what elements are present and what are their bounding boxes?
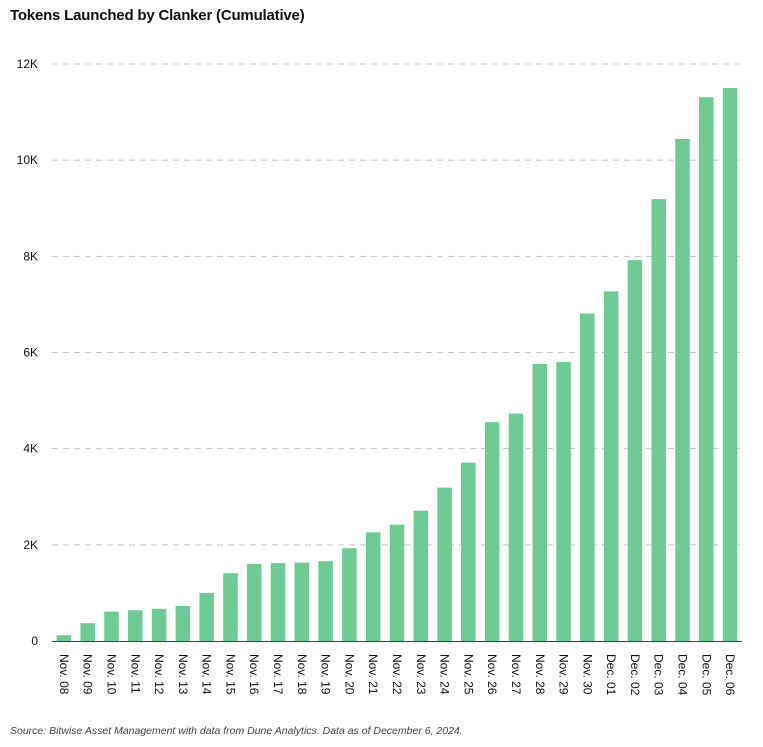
bar xyxy=(556,362,571,641)
y-tick-label: 12K xyxy=(17,57,38,71)
x-tick-label: Nov. 16 xyxy=(247,654,261,695)
x-tick-label: Nov. 08 xyxy=(57,654,71,695)
chart-title: Tokens Launched by Clanker (Cumulative) xyxy=(10,7,305,24)
source-note: Source: Bitwise Asset Management with da… xyxy=(10,725,463,737)
x-tick-label: Nov. 14 xyxy=(200,654,214,695)
x-tick-label: Nov. 11 xyxy=(128,654,142,694)
bar xyxy=(508,413,524,641)
x-tick-label: Nov. 26 xyxy=(485,654,499,695)
x-tick-label: Nov. 17 xyxy=(271,654,285,695)
bar xyxy=(318,561,333,641)
bar xyxy=(128,610,143,641)
y-tick-label: 2K xyxy=(23,538,38,552)
bar xyxy=(627,260,643,641)
x-tick-label: Nov. 12 xyxy=(152,654,166,695)
x-tick-label: Nov. 21 xyxy=(366,654,380,695)
bar xyxy=(342,548,357,641)
x-tick-label: Nov. 27 xyxy=(509,654,523,695)
bar xyxy=(199,592,214,641)
x-tick-label: Dec. 04 xyxy=(676,654,690,696)
x-tick-label: Nov. 22 xyxy=(390,654,404,695)
x-tick-label: Dec. 01 xyxy=(604,654,618,696)
y-tick-label: 4K xyxy=(23,442,38,456)
bar xyxy=(56,635,72,641)
x-tick-label: Nov. 18 xyxy=(295,654,309,695)
bar xyxy=(175,605,191,641)
bar xyxy=(80,623,95,641)
bar xyxy=(603,291,619,641)
x-tick-label: Dec. 06 xyxy=(723,654,737,696)
bar xyxy=(104,611,119,641)
bar xyxy=(151,608,167,641)
x-tick-label: Dec. 02 xyxy=(628,654,642,696)
x-tick-label: Nov. 28 xyxy=(533,654,547,695)
bar xyxy=(461,462,476,641)
x-tick-label: Dec. 05 xyxy=(699,654,713,696)
y-tick-label: 0 xyxy=(31,634,38,648)
bar xyxy=(675,139,690,641)
x-tick-label: Nov. 25 xyxy=(461,654,475,695)
x-tick-label: Nov. 15 xyxy=(223,654,237,695)
x-tick-label: Nov. 19 xyxy=(319,654,333,695)
bar xyxy=(246,564,262,641)
y-axis-labels: 0 2K 4K 6K 8K 10K 12K xyxy=(17,57,39,648)
x-tick-label: Nov. 09 xyxy=(81,654,95,695)
bar xyxy=(580,313,595,641)
bar xyxy=(437,487,452,641)
bar xyxy=(651,199,666,641)
bar xyxy=(699,97,714,642)
x-tick-label: Dec. 03 xyxy=(652,654,666,696)
x-axis-labels: Nov. 08 Nov. 09 Nov. 10 Nov. 11 Nov. 12 Nov. … xyxy=(57,654,737,696)
bar xyxy=(413,510,429,641)
bar xyxy=(389,524,405,641)
bar xyxy=(223,573,238,641)
bar xyxy=(532,364,548,641)
bar xyxy=(484,422,500,641)
x-tick-label: Nov. 23 xyxy=(414,654,428,695)
x-tick-label: Nov. 30 xyxy=(580,654,594,695)
y-tick-label: 10K xyxy=(17,153,38,167)
x-tick-label: Nov. 24 xyxy=(438,654,452,695)
bar xyxy=(294,562,310,641)
bars xyxy=(56,88,738,642)
y-tick-label: 8K xyxy=(23,249,38,263)
bar xyxy=(722,88,738,641)
bar xyxy=(270,563,286,641)
x-tick-label: Nov. 29 xyxy=(557,654,571,695)
x-tick-label: Nov. 10 xyxy=(104,654,118,695)
y-tick-label: 6K xyxy=(23,346,38,360)
x-tick-label: Nov. 20 xyxy=(342,654,356,695)
x-tick-label: Nov. 13 xyxy=(176,654,190,695)
bar xyxy=(365,532,381,641)
